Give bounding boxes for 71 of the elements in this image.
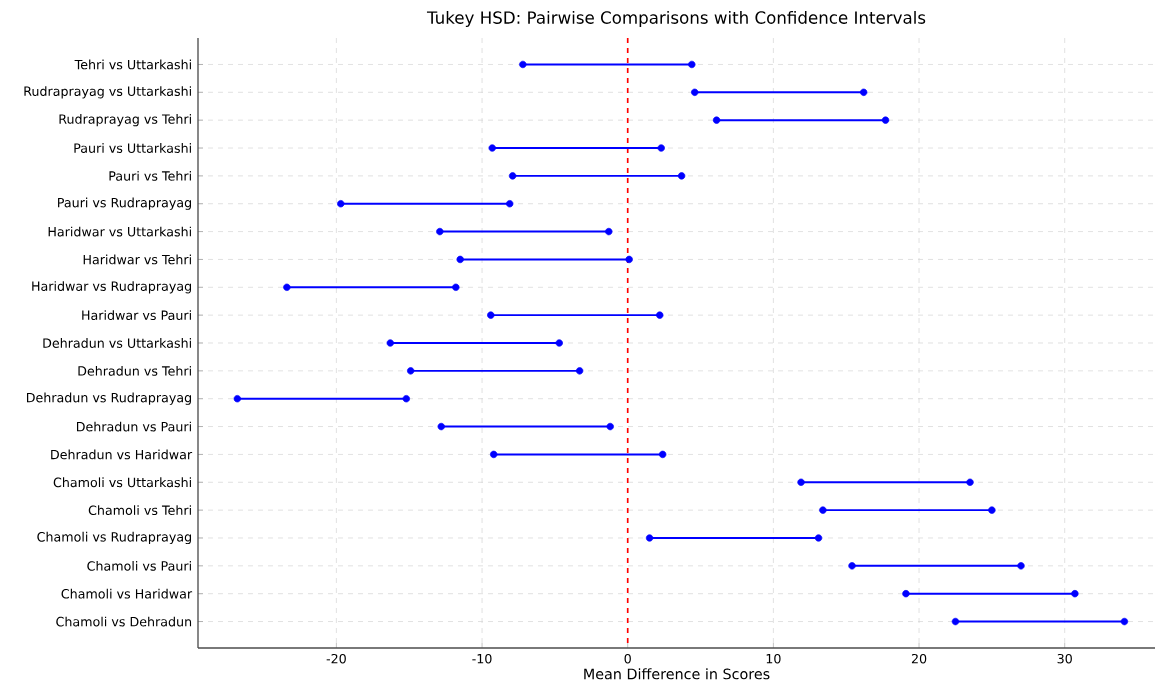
point [490,450,498,459]
point [860,88,868,97]
x-tick-label: 30 [1057,653,1072,664]
y-tick-label: Chamoli vs Dehradun [56,616,192,627]
x-axis-title: Mean Difference in Scores [584,668,770,680]
x-tick-label: 0 [624,653,631,664]
y-tick-label: Dehradun vs Rudraprayag [27,392,191,405]
point [966,478,974,486]
point [881,116,890,124]
point [508,172,517,180]
point [386,339,394,347]
point [606,422,614,431]
x-tick-label: 20 [911,653,927,664]
point [233,395,241,403]
point [988,506,996,514]
point [488,144,496,152]
point [406,367,415,375]
point [625,255,633,264]
point [677,172,686,180]
y-tick-label: Chamoli vs Haridwar [61,588,193,599]
y-tick-label: Pauri vs Rudraprayag [58,197,191,210]
point [402,395,410,403]
point [712,116,721,124]
point [575,367,584,375]
point [814,534,823,542]
y-tick-label: Haridwar vs Pauri [82,310,191,321]
point [436,227,444,236]
y-tick-label: Tehri vs Uttarkashi [74,59,191,70]
point [487,311,495,319]
point [1120,617,1129,626]
y-tick-label: Haridwar vs Tehri [83,254,191,265]
x-tick-label: 10 [766,653,781,664]
point [452,283,460,292]
x-tick-label: -20 [326,653,346,664]
point [688,60,696,69]
y-tick-label: Pauri vs Tehri [109,171,191,181]
point [645,534,654,542]
y-tick-label: Chamoli vs Rudraprayag [37,531,191,545]
point [819,506,827,514]
y-tick-label: Rudraprayag vs Tehri [59,114,191,127]
point [437,422,445,431]
point [656,311,664,319]
point [902,590,910,598]
point [1017,562,1025,570]
point [519,60,527,69]
point [797,478,805,486]
y-tick-label: Chamoli vs Tehri [88,505,191,516]
x-tick-label: -10 [472,653,492,664]
point [605,227,613,236]
point [691,88,699,97]
point [506,200,514,208]
y-tick-label: Dehradun vs Pauri [76,421,191,432]
y-tick-label: Haridwar vs Rudraprayag [32,281,191,294]
chart-title: Tukey HSD: Pairwise Comparisons with Confidence Intervals [426,11,926,28]
y-tick-label: Chamoli vs Pauri [87,560,191,571]
point [1071,590,1079,598]
point [657,144,665,152]
y-tick-label: Dehradun vs Tehri [78,366,191,376]
point [659,450,667,459]
y-tick-label: Dehradun vs Uttarkashi [43,338,191,348]
point [337,200,345,208]
point [555,339,563,347]
point [283,283,291,292]
y-tick-label: Dehradun vs Haridwar [51,449,193,460]
point [456,255,464,264]
point [848,562,856,570]
y-tick-label: Rudraprayag vs Uttarkashi [24,86,191,99]
point [951,617,960,626]
y-tick-label: Pauri vs Uttarkashi [74,143,191,153]
y-tick-label: Chamoli vs Uttarkashi [53,477,191,488]
y-tick-label: Haridwar vs Uttarkashi [48,226,191,237]
